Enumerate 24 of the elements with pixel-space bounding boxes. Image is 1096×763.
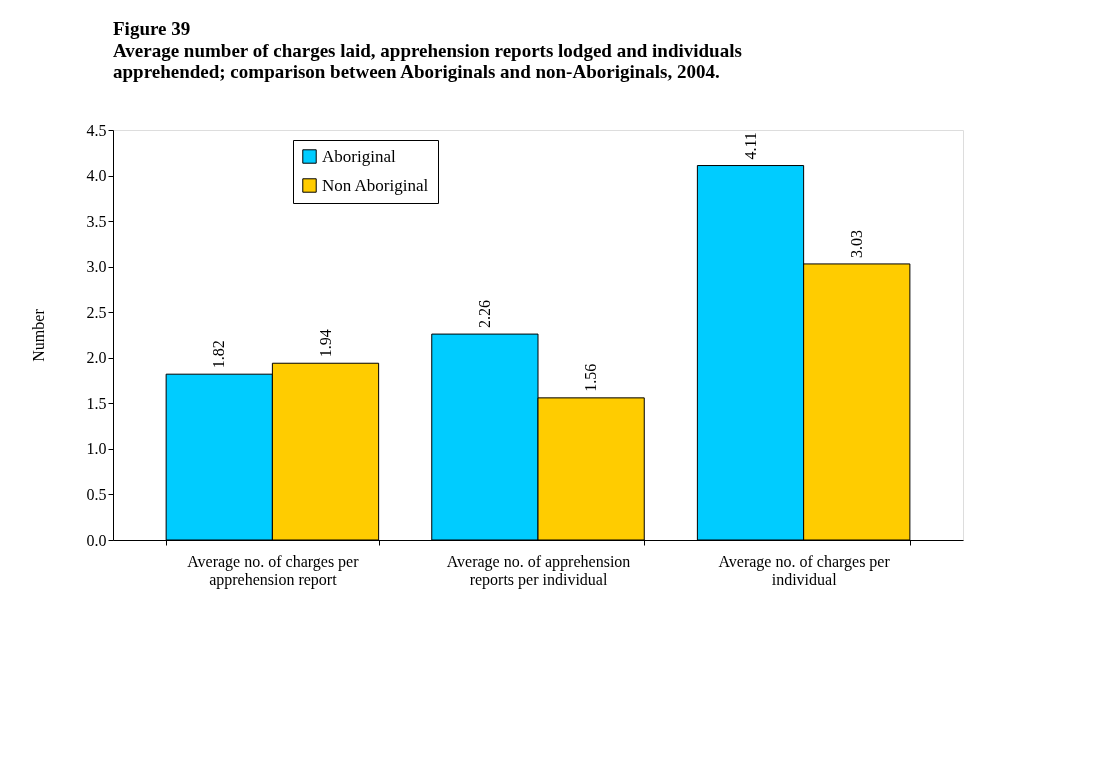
chart-title: Figure 39 (113, 18, 191, 39)
y-tick-label: 2.0 (86, 349, 107, 367)
y-tick-label: 3.0 (86, 258, 107, 276)
y-tick-label: 4.0 (86, 167, 107, 185)
y-tick-label: 4.5 (86, 121, 107, 139)
x-tick-label: Average no. of charges per individual (718, 552, 891, 588)
x-tick-label: Average no. of charges per apprehension report (187, 552, 360, 589)
x-tick-label: Average no. of apprehension reports per individual (446, 552, 631, 589)
data-label: 1.94 (316, 329, 334, 358)
data-label: 4.11 (741, 132, 759, 160)
legend-label: Non Aboriginal (322, 175, 429, 195)
legend-label: Aboriginal (322, 146, 396, 166)
data-label: 2.26 (475, 300, 493, 329)
y-tick-label: 2.5 (86, 303, 107, 321)
data-label: 1.82 (210, 340, 228, 369)
y-tick-label: 0.0 (86, 531, 107, 549)
y-tick-label: 1.5 (86, 394, 107, 412)
data-label: 3.03 (847, 229, 865, 258)
chart-subtitle: Average number of charges laid, apprehension reports lodged and individuals apprehended; comparison between Aboriginals and non-Aboriginals, 2004. (113, 40, 742, 82)
y-tick-label: 1.0 (86, 440, 107, 458)
y-tick-label: 0.5 (86, 485, 107, 503)
y-axis-title: Number (29, 308, 47, 362)
data-label: 1.56 (582, 363, 600, 392)
y-tick-label: 3.5 (86, 212, 107, 230)
